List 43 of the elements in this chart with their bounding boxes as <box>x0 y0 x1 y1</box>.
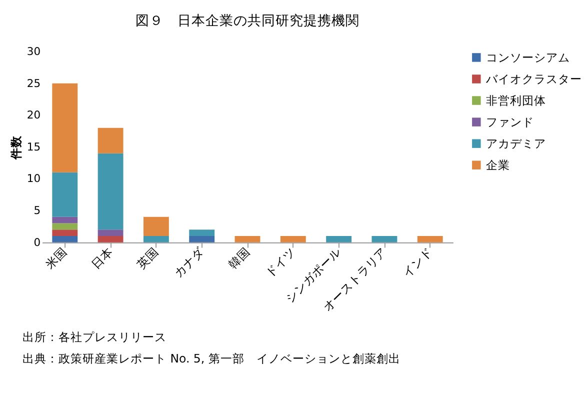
y-tick-label: 20 <box>26 108 41 122</box>
bar <box>189 236 215 242</box>
bar <box>98 153 124 230</box>
bar <box>417 236 443 242</box>
legend-label: ファンド <box>486 114 534 129</box>
bar <box>189 230 215 236</box>
bar <box>326 236 352 242</box>
bar <box>98 128 124 154</box>
y-tick-label: 25 <box>26 76 41 90</box>
x-tick-label: 韓国 <box>226 244 252 272</box>
x-tick-label: インド <box>400 244 435 280</box>
bar <box>52 230 78 236</box>
bar <box>234 236 260 242</box>
y-tick-label: 5 <box>34 204 41 217</box>
x-tick-label: 日本 <box>88 244 116 272</box>
x-tick-label: 米国 <box>42 244 70 272</box>
source-note: 出典：政策研産業レポート No. 5, 第一部 イノベーションと創薬創出 <box>22 352 400 366</box>
bar <box>98 236 124 242</box>
y-tick-label: 15 <box>26 140 41 154</box>
bar <box>52 223 78 230</box>
bar <box>98 230 124 236</box>
text: 出所：各社プレスリリース <box>22 330 166 344</box>
legend-label: コンソーシアム <box>486 50 570 64</box>
x-tick-label: カナダ <box>171 244 208 280</box>
bar <box>52 236 78 242</box>
legend-label: 非営利団体 <box>486 93 546 108</box>
legend-label: アカデミア <box>486 136 546 150</box>
x-tick-label: ドイツ <box>262 244 298 280</box>
bar <box>280 236 306 242</box>
bar <box>143 216 169 236</box>
chart-title: 図９ 日本企業の共同研究提携機関 <box>136 13 360 30</box>
x-tick-label: 英国 <box>134 244 162 272</box>
bar <box>52 83 78 172</box>
bar <box>52 216 78 224</box>
bar <box>52 172 78 217</box>
legend-label: バイオクラスター <box>485 72 582 86</box>
legend-label: 企業 <box>486 158 510 172</box>
y-tick-label: 0 <box>34 236 41 249</box>
y-axis-title: 件数 <box>9 134 24 160</box>
bar <box>372 236 398 242</box>
y-tick-label: 30 <box>26 45 41 58</box>
y-tick-label: 10 <box>26 172 41 186</box>
bar <box>143 236 169 242</box>
